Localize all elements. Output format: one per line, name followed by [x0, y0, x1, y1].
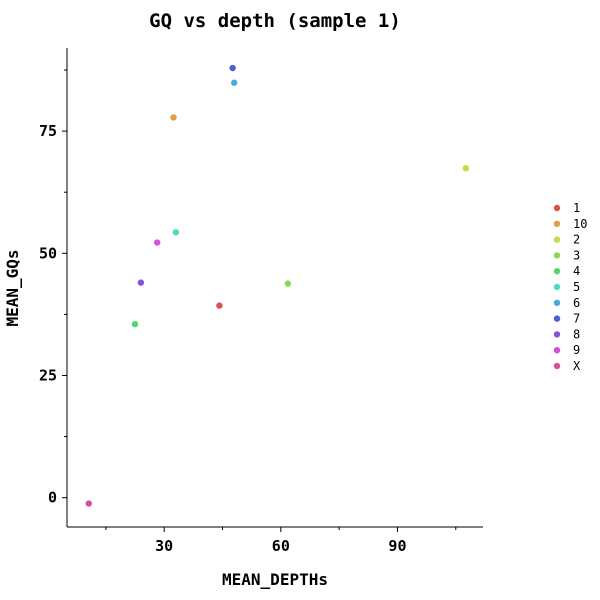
legend-marker: [553, 299, 561, 306]
data-point-6: [230, 79, 238, 86]
legend-label: 9: [573, 343, 580, 357]
legend-label: X: [573, 359, 581, 373]
x-tick-label: 90: [388, 537, 406, 555]
data-point-2: [462, 165, 470, 172]
y-tick-label: 0: [48, 489, 57, 507]
data-points: [85, 64, 470, 507]
legend-label: 10: [573, 217, 587, 231]
legend-label: 5: [573, 280, 580, 294]
y-tick-label: 50: [39, 244, 57, 262]
data-point-9: [153, 239, 161, 246]
legend-label: 2: [573, 233, 580, 247]
legend-label: 1: [573, 201, 580, 215]
legend-marker: [553, 268, 561, 275]
x-axis-label: MEAN_DEPTHs: [222, 570, 328, 589]
legend-marker: [553, 347, 561, 354]
data-point-5: [172, 229, 180, 236]
ticks: 30 60 90 0 25 50 75: [39, 69, 457, 555]
data-point-7: [229, 64, 236, 72]
legend-marker: [553, 204, 561, 212]
legend-marker: [553, 331, 561, 338]
legend-marker: [553, 220, 561, 227]
axes: [66, 48, 483, 528]
legend-marker: [553, 236, 561, 243]
legend-marker: [553, 362, 561, 370]
data-point-1: [216, 302, 223, 309]
y-tick-label: 75: [39, 122, 57, 140]
legend: 1 10 23 4 5 6 78 9 X: [553, 201, 587, 373]
legend-marker: [553, 252, 561, 259]
legend-label: 7: [573, 312, 580, 326]
y-tick-label: 25: [39, 366, 57, 384]
data-point-3: [284, 280, 292, 287]
y-axis-label: MEAN_GQs: [3, 249, 22, 326]
legend-label: 3: [573, 248, 580, 262]
legend-label: 6: [573, 296, 580, 310]
legend-label: 4: [573, 264, 580, 278]
legend-label: 8: [573, 327, 580, 341]
chart-title: GQ vs depth (sample 1): [149, 10, 401, 32]
data-point-10: [170, 114, 177, 121]
data-point-x: [85, 500, 92, 507]
data-point-8: [137, 279, 145, 286]
x-tick-label: 60: [272, 537, 290, 555]
x-tick-label: 30: [155, 537, 173, 555]
legend-marker: [553, 315, 561, 322]
data-point-4: [131, 320, 139, 328]
legend-marker: [553, 283, 561, 291]
